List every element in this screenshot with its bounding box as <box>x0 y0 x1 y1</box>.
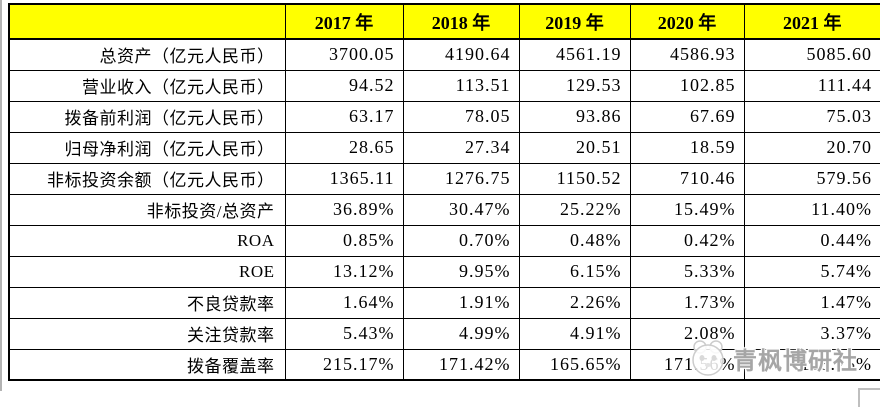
table-cell: 25.22% <box>518 193 631 226</box>
table-row: 拨备前利润（亿元人民币） 63.17 78.05 93.86 67.69 75.03 <box>8 100 880 133</box>
table-cell: 1.73% <box>629 286 745 319</box>
year-header-2018: 2018 年 <box>402 3 520 40</box>
table-row: 非标投资/总资产 36.89% 30.47% 25.22% 15.49% 11.40% <box>8 193 880 226</box>
table-cell: 78.05 <box>402 100 520 133</box>
table-cell: 111.44 <box>743 69 880 102</box>
table-cell: 75.03 <box>743 100 880 133</box>
table-cell: 18.59 <box>629 131 745 164</box>
row-label: 总资产（亿元人民币） <box>8 38 286 71</box>
table-cell: 129.53 <box>518 69 631 102</box>
table-row: 营业收入（亿元人民币） 94.52 113.51 129.53 102.85 111.44 <box>8 69 880 102</box>
table-cell: 2.08% <box>629 317 745 350</box>
table-cell: 1.64% <box>284 286 404 319</box>
table-cell: 4.91% <box>518 317 631 350</box>
table-cell: 5.74% <box>743 255 880 288</box>
year-header-2017: 2017 年 <box>284 3 404 40</box>
table-cell: 113.51 <box>402 69 520 102</box>
table-cell: 102.85 <box>629 69 745 102</box>
table-cell: 36.89% <box>284 193 404 226</box>
table-cell: 165.65% <box>518 348 631 381</box>
table-cell: 6.15% <box>518 255 631 288</box>
year-header-2020: 2020 年 <box>629 3 745 40</box>
row-label: ROE <box>8 255 286 288</box>
table-cell: 3700.05 <box>284 38 404 71</box>
table-row: 关注贷款率 5.43% 4.99% 4.91% 2.08% 3.37% <box>8 317 880 350</box>
table-cell: 215.17% <box>284 348 404 381</box>
table-cell: 5085.60 <box>743 38 880 71</box>
left-edge-artifact <box>0 0 2 391</box>
table-cell: 2.26% <box>518 286 631 319</box>
row-label: 非标投资/总资产 <box>8 193 286 226</box>
table-row: 非标投资余额（亿元人民币） 1365.11 1276.75 1150.52 710.46… <box>8 162 880 195</box>
table-cell: 0.44% <box>743 224 880 257</box>
table-cell: 1.91% <box>402 286 520 319</box>
table-row: ROA 0.85% 0.70% 0.48% 0.42% 0.44% <box>8 224 880 257</box>
table-cell: 5.43% <box>284 317 404 350</box>
table-cell: 67.69 <box>629 100 745 133</box>
table-cell: 5.33% <box>629 255 745 288</box>
year-header-2021: 2021 年 <box>743 3 880 40</box>
table-cell: 11.40% <box>743 193 880 226</box>
table-cell: 27.34 <box>402 131 520 164</box>
table-row: 总资产（亿元人民币） 3700.05 4190.64 4561.19 4586.93 50… <box>8 38 880 71</box>
corner-bracket-artifact <box>858 388 880 407</box>
table-cell: 188.25% <box>743 348 880 381</box>
table-cell: 0.85% <box>284 224 404 257</box>
table-cell: 579.56 <box>743 162 880 195</box>
table-cell: 1150.52 <box>518 162 631 195</box>
table-cell: 30.47% <box>402 193 520 226</box>
table-cell: 171.42% <box>402 348 520 381</box>
row-label: ROA <box>8 224 286 257</box>
table-cell: 4190.64 <box>402 38 520 71</box>
table-cell: 0.42% <box>629 224 745 257</box>
row-label: 拨备覆盖率 <box>8 348 286 381</box>
table-row: 拨备覆盖率 215.17% 171.42% 165.65% 171.56% 188.25% <box>8 348 880 381</box>
table-row: ROE 13.12% 9.95% 6.15% 5.33% 5.74% <box>8 255 880 288</box>
row-label: 不良贷款率 <box>8 286 286 319</box>
table-cell: 20.70 <box>743 131 880 164</box>
table-cell: 4586.93 <box>629 38 745 71</box>
table-cell: 13.12% <box>284 255 404 288</box>
table-cell: 9.95% <box>402 255 520 288</box>
table-cell: 28.65 <box>284 131 404 164</box>
table-cell: 4561.19 <box>518 38 631 71</box>
table-cell: 0.70% <box>402 224 520 257</box>
table-cell: 1365.11 <box>284 162 404 195</box>
table-cell: 94.52 <box>284 69 404 102</box>
table-cell: 93.86 <box>518 100 631 133</box>
table-cell: 4.99% <box>402 317 520 350</box>
table-cell: 15.49% <box>629 193 745 226</box>
row-label: 营业收入（亿元人民币） <box>8 69 286 102</box>
table-row: 归母净利润（亿元人民币） 28.65 27.34 20.51 18.59 20.70 <box>8 131 880 164</box>
table-cell: 1276.75 <box>402 162 520 195</box>
table-cell: 1.47% <box>743 286 880 319</box>
year-header-2019: 2019 年 <box>518 3 631 40</box>
corner-cell <box>8 3 286 40</box>
row-label: 归母净利润（亿元人民币） <box>8 131 286 164</box>
header-row: 2017 年 2018 年 2019 年 2020 年 2021 年 <box>8 3 880 40</box>
financial-table: 2017 年 2018 年 2019 年 2020 年 2021 年 总资产（亿… <box>8 3 880 381</box>
table-row: 不良贷款率 1.64% 1.91% 2.26% 1.73% 1.47% <box>8 286 880 319</box>
row-label: 非标投资余额（亿元人民币） <box>8 162 286 195</box>
table-cell: 3.37% <box>743 317 880 350</box>
table-cell: 710.46 <box>629 162 745 195</box>
row-label: 拨备前利润（亿元人民币） <box>8 100 286 133</box>
table-cell: 0.48% <box>518 224 631 257</box>
table-cell: 63.17 <box>284 100 404 133</box>
row-label: 关注贷款率 <box>8 317 286 350</box>
table-cell: 20.51 <box>518 131 631 164</box>
table-cell: 171.56% <box>629 348 745 381</box>
